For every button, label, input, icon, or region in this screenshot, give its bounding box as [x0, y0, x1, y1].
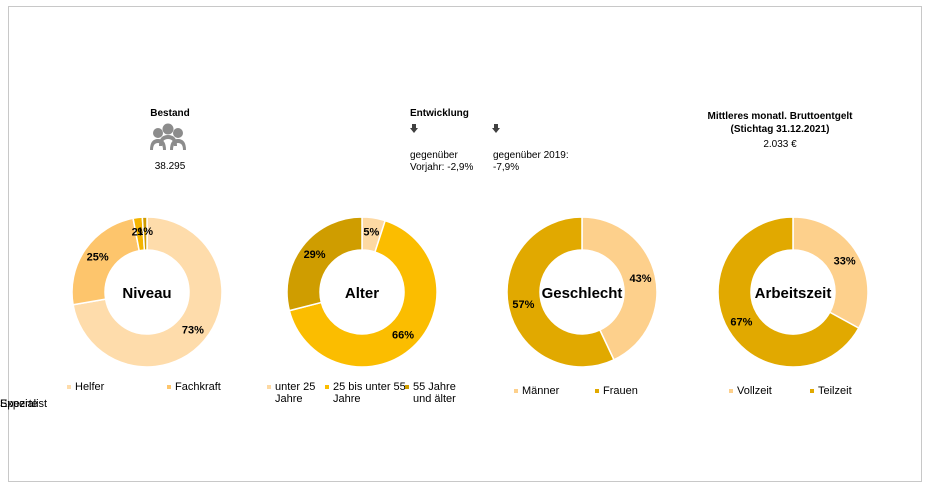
donut-slice	[72, 216, 223, 368]
legend-label: Frauen	[603, 385, 638, 397]
legend-marker	[595, 389, 599, 393]
legend-label: Helfer	[75, 381, 105, 393]
donut-slice	[286, 216, 363, 312]
chart-title: Arbeitszeit	[755, 285, 832, 302]
legend-label: Teilzeit	[818, 385, 852, 397]
legend-item: Teilzeit	[810, 385, 888, 397]
data-label: 29%	[304, 249, 326, 261]
legend-item: 25 bis unter 55 Jahre	[325, 381, 408, 405]
donut-slice	[288, 219, 438, 368]
legend-marker	[514, 389, 518, 393]
legend-item: Männer	[514, 385, 592, 397]
kpi-title: Entwicklung	[410, 108, 469, 119]
kpi-title: Bestand	[150, 108, 190, 119]
legend-label: 25 bis unter 55 Jahre	[333, 381, 406, 405]
kpi-value: gegenüber 2019: -7,9%	[493, 150, 569, 173]
data-label: 73%	[182, 325, 204, 337]
legend-item: Frauen	[595, 385, 673, 397]
data-label: 5%	[363, 227, 379, 239]
legend-label: 55 Jahre und älter	[413, 381, 456, 405]
legend-item: Spezialist	[0, 398, 90, 410]
data-label: 1%	[137, 226, 153, 238]
legend-item: Vollzeit	[729, 385, 807, 397]
data-label: 33%	[834, 255, 856, 267]
chart-title: Alter	[345, 285, 379, 302]
legend-marker	[405, 385, 409, 389]
chart-title: Niveau	[122, 285, 171, 302]
kpi-value: 38.295	[154, 161, 186, 172]
chart-title: Geschlecht	[542, 285, 623, 302]
data-label: 25%	[87, 252, 109, 264]
legend-label: Vollzeit	[737, 385, 772, 397]
legend-item: unter 25 Jahre	[267, 381, 325, 405]
legend-marker	[810, 389, 814, 393]
legend-marker	[729, 389, 733, 393]
legend-marker	[167, 385, 171, 389]
legend-item: 55 Jahre und älter	[405, 381, 473, 405]
data-label: 67%	[730, 316, 752, 328]
legend-label: Männer	[522, 385, 560, 397]
frame	[8, 6, 922, 482]
donut-slice	[141, 216, 148, 251]
legend-label: Spezialist	[0, 398, 48, 410]
legend-label: Experte	[0, 398, 38, 410]
legend-item: Fachkraft	[167, 381, 265, 393]
down-arrow	[410, 124, 500, 133]
legend-marker	[67, 385, 71, 389]
donut-slice	[581, 216, 658, 361]
legend-label: Fachkraft	[175, 381, 221, 393]
data-label: 57%	[512, 299, 534, 311]
donut-slice	[717, 216, 860, 368]
data-label: 66%	[392, 330, 414, 342]
kpi-value: 2.033 €	[763, 139, 797, 150]
donut-slice	[792, 216, 869, 330]
data-label: 43%	[630, 273, 652, 285]
legend-marker	[267, 385, 271, 389]
donut-slice	[506, 216, 615, 368]
kpi-value: gegenüber Vorjahr: -2,9%	[410, 150, 474, 173]
legend-item: Experte	[0, 398, 90, 410]
legend-item: Helfer	[67, 381, 165, 393]
legend-marker	[325, 385, 329, 389]
kpi-title: Mittleres monatl. Bruttoentgelt (Stichta…	[707, 111, 853, 135]
people-icon	[150, 123, 186, 150]
legend-label: unter 25 Jahre	[275, 381, 316, 405]
